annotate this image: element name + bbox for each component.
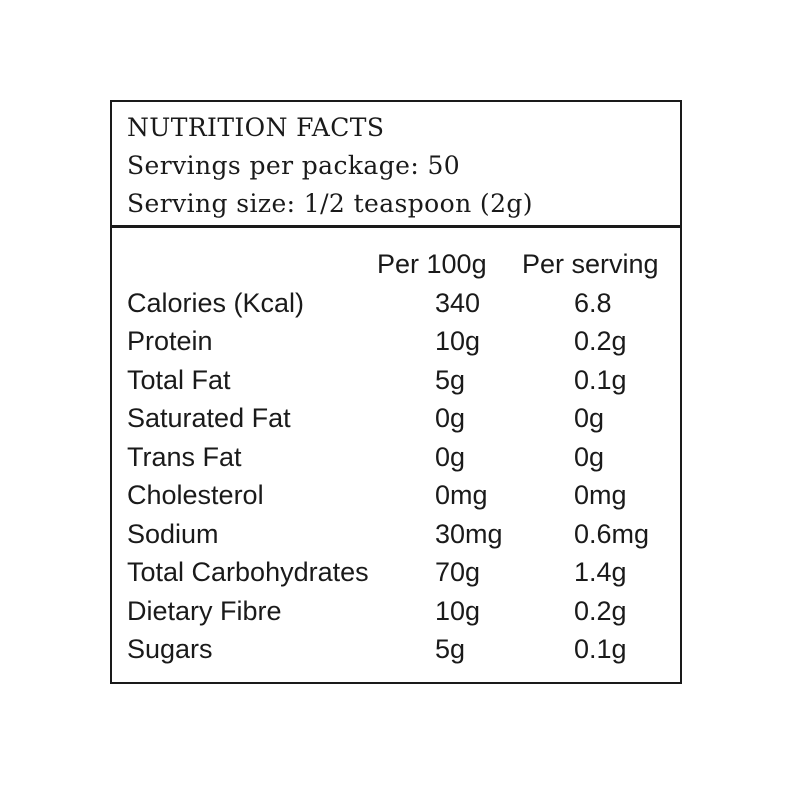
value-per-100g: 30mg [435, 518, 503, 549]
nutrient-name: Calories (Kcal) [127, 287, 305, 318]
table-header-row: Per 100g Per serving [112, 245, 680, 284]
value-per-serving: 0g [574, 403, 605, 433]
table-row: Sodium 30mg 0.6mg [112, 515, 680, 554]
table-row: Trans Fat 0g 0g [112, 438, 680, 477]
value-per-100g: 5g [435, 364, 466, 395]
value-per-serving: 0.6mg [574, 518, 650, 549]
label-header: NUTRITION FACTS Servings per package: 50… [112, 102, 680, 228]
value-per-100g: 5g [435, 634, 466, 664]
label-title: NUTRITION FACTS [127, 113, 385, 142]
table-row: Protein 10g 0.2g [112, 322, 680, 361]
table-row: Dietary Fibre 10g 0.2g [112, 592, 680, 631]
table-row: Calories (Kcal) 340 6.8 [112, 284, 680, 323]
serving-size: Serving size: 1/2 teaspoon (2g) [127, 189, 533, 218]
nutrient-name: Trans Fat [127, 441, 242, 472]
nutrient-name: Total Fat [127, 364, 231, 395]
nutrient-name: Protein [127, 326, 213, 356]
nutrient-name: Dietary Fibre [127, 595, 282, 626]
nutrient-name: Total Carbohydrates [127, 557, 369, 587]
value-per-serving: 0.1g [574, 364, 627, 395]
table-row: Total Carbohydrates 70g 1.4g [112, 553, 680, 592]
nutrient-name: Sugars [127, 634, 213, 664]
column-header-per-serving: Per serving [522, 249, 659, 279]
value-per-serving: 0.2g [574, 326, 627, 356]
value-per-serving: 0mg [574, 480, 627, 510]
value-per-serving: 0g [574, 441, 605, 472]
value-per-serving: 0.2g [574, 595, 627, 626]
value-per-100g: 340 [435, 287, 481, 318]
nutrient-name: Sodium [127, 518, 219, 549]
nutrient-name: Saturated Fat [127, 403, 291, 433]
nutrient-name: Cholesterol [127, 480, 264, 510]
value-per-100g: 10g [435, 595, 481, 626]
nutrition-facts-label: NUTRITION FACTS Servings per package: 50… [110, 100, 682, 684]
value-per-100g: 0mg [435, 480, 488, 510]
nutrition-table: Per 100g Per serving Calories (Kcal) 340… [112, 228, 680, 669]
value-per-100g: 0g [435, 441, 466, 472]
servings-per-package: Servings per package: 50 [127, 151, 461, 180]
table-row: Total Fat 5g 0.1g [112, 361, 680, 400]
value-per-serving: 1.4g [574, 557, 627, 587]
value-per-100g: 0g [435, 403, 466, 433]
column-header-per-100g: Per 100g [377, 249, 487, 279]
table-row: Cholesterol 0mg 0mg [112, 476, 680, 515]
value-per-serving: 0.1g [574, 634, 627, 664]
table-row: Saturated Fat 0g 0g [112, 399, 680, 438]
value-per-100g: 10g [435, 326, 481, 356]
value-per-100g: 70g [435, 557, 481, 587]
value-per-serving: 6.8 [574, 287, 612, 318]
table-row: Sugars 5g 0.1g [112, 630, 680, 669]
